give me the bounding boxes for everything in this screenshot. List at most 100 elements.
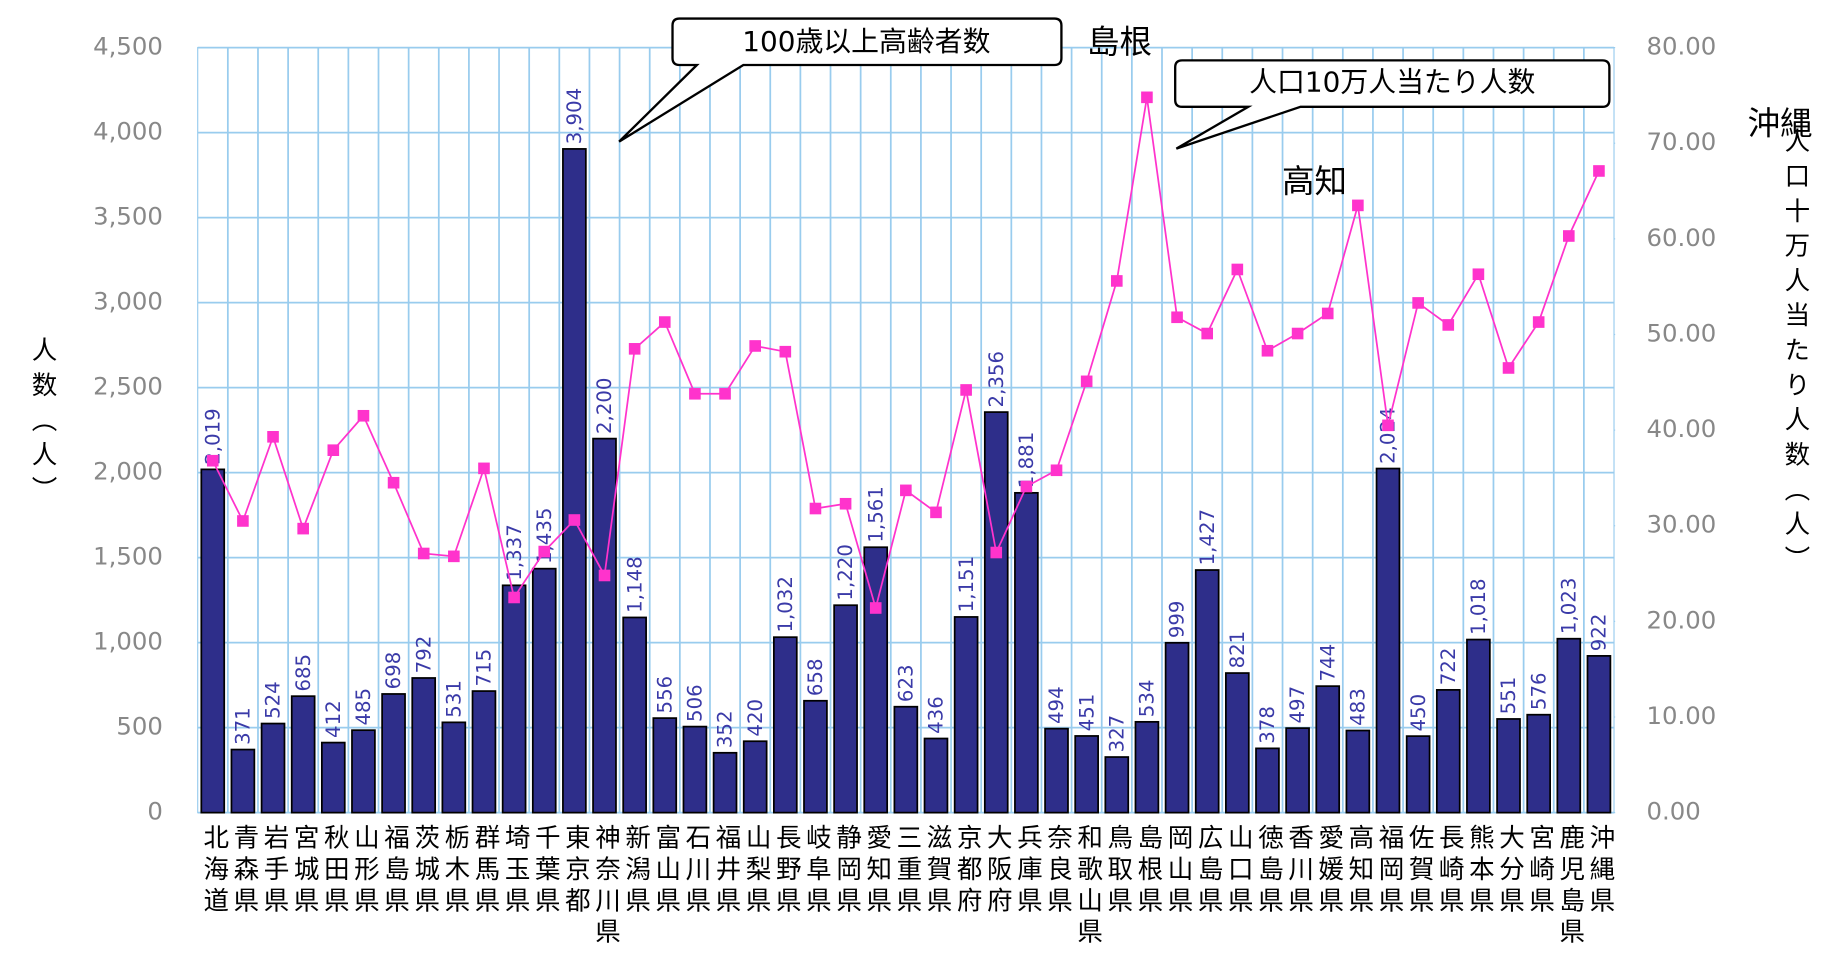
x-tick-label: 静岡県	[832, 824, 862, 918]
bar	[923, 737, 949, 814]
value-label: 531	[443, 680, 466, 718]
bar	[682, 725, 708, 814]
line-marker	[1321, 307, 1334, 320]
value-label: 420	[744, 699, 767, 737]
line-marker	[1171, 311, 1183, 324]
bar	[1405, 735, 1431, 814]
overlay: 100歳以上高齢者数 人口10万人当たり人数 島根 高知 沖縄 人数（人） 人口…	[27, 17, 1813, 581]
value-label: 685	[292, 654, 315, 692]
bar	[1526, 713, 1551, 814]
bar	[983, 411, 1009, 814]
x-tick-label: 愛媛県	[1314, 824, 1344, 918]
line-marker	[628, 343, 641, 355]
value-label: 1,032	[774, 576, 797, 632]
value-label: 1,023	[1557, 578, 1580, 634]
x-tick-label: 大阪府	[982, 824, 1012, 918]
value-label: 1,561	[864, 486, 887, 542]
bar	[1225, 672, 1250, 814]
line-marker	[478, 462, 490, 475]
value-label: 3,904	[563, 88, 586, 144]
bar	[622, 616, 647, 814]
x-tick-label: 島根県	[1133, 824, 1163, 918]
line-marker	[1201, 327, 1214, 340]
value-label: 371	[232, 707, 255, 745]
line-marker	[1472, 268, 1485, 281]
line-marker	[960, 384, 972, 396]
line-marker	[1110, 275, 1123, 287]
value-label: 556	[653, 676, 676, 714]
y2-tick-label: 20.00	[1647, 605, 1717, 634]
bar	[1315, 685, 1341, 814]
y2-tick-label: 40.00	[1647, 414, 1717, 443]
value-label: 2,019	[201, 408, 224, 464]
value-label: 551	[1497, 677, 1520, 715]
value-label: 352	[714, 711, 737, 749]
bar	[893, 705, 919, 814]
x-tick-label: 栃木県	[440, 824, 470, 918]
x-tick-label: 滋賀県	[922, 824, 952, 918]
value-label: 485	[352, 688, 375, 726]
line-marker	[206, 454, 219, 467]
line-marker	[719, 387, 731, 400]
x-tick-label: 福井県	[711, 824, 741, 918]
bar	[652, 717, 678, 814]
line-marker	[658, 316, 671, 328]
x-tick-label: 青森県	[229, 824, 259, 918]
bar	[1164, 641, 1190, 814]
line-marker	[1593, 165, 1605, 177]
x-tick-label: 沖縄県	[1585, 824, 1615, 918]
line-marker	[1080, 375, 1093, 388]
bar	[712, 751, 738, 814]
x-tick-label: 長野県	[771, 824, 801, 918]
bar	[742, 740, 768, 814]
value-label: 524	[262, 681, 285, 719]
line-marker	[1050, 464, 1063, 477]
y-tick-label: 2,500	[93, 372, 163, 401]
y-tick-label: 0	[147, 797, 162, 826]
x-tick-label: 石川県	[681, 824, 711, 918]
annotation: 高知	[1282, 162, 1347, 200]
y-tick-label: 1,500	[93, 542, 163, 571]
value-label: 715	[473, 649, 496, 687]
value-label: 1,337	[503, 524, 526, 580]
callout-text: 人口10万人当たり人数	[1249, 66, 1535, 99]
value-label: 506	[684, 684, 707, 722]
y2-tick-label: 10.00	[1647, 701, 1717, 730]
value-label: 450	[1407, 694, 1430, 732]
x-tick-label: 秋田県	[319, 824, 349, 918]
line-marker	[568, 514, 581, 526]
bar	[260, 722, 286, 814]
x-tick-label: 茨城県	[410, 824, 440, 918]
value-label: 658	[804, 658, 827, 696]
line-marker	[1291, 327, 1304, 340]
value-label: 999	[1166, 601, 1189, 639]
value-label: 2,200	[593, 378, 616, 434]
line-marker	[1020, 480, 1033, 493]
annotation: 島根	[1087, 23, 1152, 61]
x-tick-label: 香川県	[1284, 824, 1314, 918]
x-tick-label: 大分県	[1495, 824, 1525, 918]
y2-tick-label: 30.00	[1647, 510, 1717, 539]
bar	[1556, 637, 1582, 814]
y-tick-label: 2,000	[93, 457, 163, 486]
bar	[1104, 756, 1130, 814]
bar	[863, 546, 889, 814]
y2-tick-label: 60.00	[1647, 223, 1717, 252]
y2-tick-label: 80.00	[1647, 32, 1717, 61]
bar	[833, 604, 858, 814]
bar	[531, 567, 557, 814]
x-tick-label: 富山県	[651, 824, 681, 918]
value-label: 327	[1105, 715, 1128, 753]
bar	[471, 690, 497, 814]
callout-line	[1174, 59, 1611, 150]
bar	[351, 729, 376, 814]
y-axis-title: 人数（人）	[27, 337, 57, 511]
line-marker	[1382, 419, 1394, 432]
value-label: 497	[1286, 686, 1309, 724]
value-label: 451	[1075, 694, 1098, 732]
x-tick-label: 岡山県	[1163, 824, 1193, 918]
y2-axis-title: 人口十万人当たり人数（人）	[1780, 128, 1810, 581]
value-label: 494	[1045, 686, 1068, 724]
bar	[200, 468, 226, 814]
